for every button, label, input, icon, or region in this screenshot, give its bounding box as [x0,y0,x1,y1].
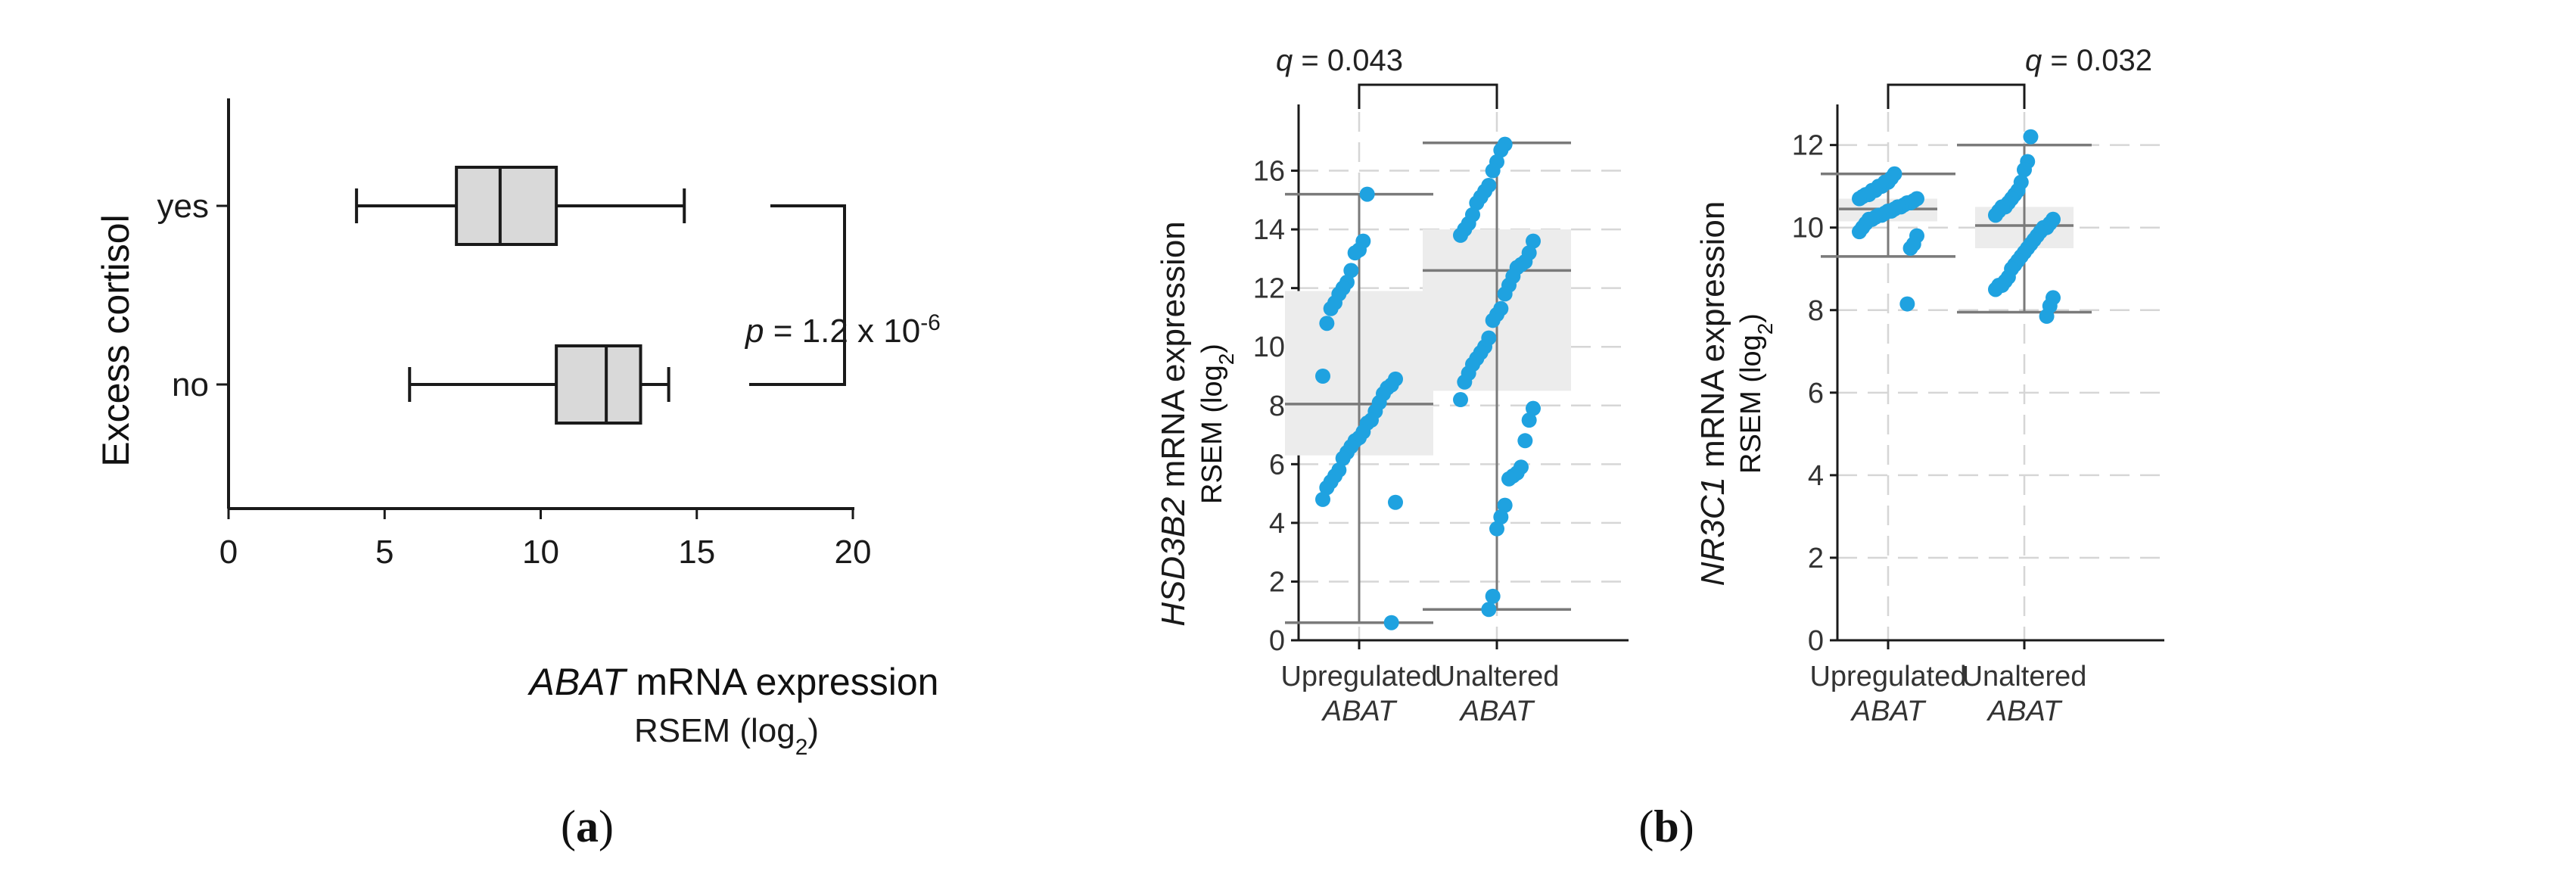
panel-a-x-axis-label: ABAT mRNA expression [527,661,939,703]
data-point [1453,392,1468,408]
panel-b-label: (b) [1638,801,1694,851]
data-point [1526,233,1541,249]
data-point [2023,129,2039,145]
data-point [1453,227,1468,243]
x-tick-label-gene: ABAT [1986,696,2063,727]
panel-b-nr3c1-y-axis-sublabel: RSEM (log2) [1735,313,1777,474]
data-point [1319,316,1335,331]
x-tick-label: Unaltered [1435,661,1560,692]
panel-a-y-axis-label: Excess cortisol [95,214,137,466]
data-point [1501,471,1517,487]
panel-a: 0 5 10 15 20 yes no Excess cortisol ABAT mRNA … [95,98,941,851]
panel-b-nr3c1: 0 2 4 6 8 10 12 Upregulated ABAT Unaltered ABAT NR… [1638,44,2164,851]
y-tick-label: 10 [1253,331,1285,363]
panel-b-nr3c1-y-axis-label: NR3C1 mRNA expression [1694,201,1731,587]
panel-b-hsd3b2: 0 2 4 6 8 10 12 14 16 Upregulated ABAT Unaltered ABA… [1155,44,1629,727]
data-point [1497,497,1513,513]
panel-b-hsd3b2-y-axis-label: HSD3B2 mRNA expression [1155,221,1192,627]
a-box [455,166,558,246]
a-x-tick-label: 0 [219,534,238,571]
a-y-tick-label: no [172,366,209,403]
y-tick-label: 2 [1808,543,1824,574]
panel-a-plot: 0 5 10 15 20 yes no [157,98,872,571]
y-tick-label: 12 [1253,273,1285,305]
a-x-tick-label: 10 [522,534,559,571]
panel-a-label: (a) [561,801,614,851]
x-tick-label-gene: ABAT [1321,696,1398,727]
x-tick-label: Upregulated [1280,661,1437,692]
panel-b-nr3c1-q-value: q = 0.032 [2025,44,2152,77]
y-tick-label: 4 [1269,508,1285,540]
y-tick-label: 4 [1808,460,1824,492]
panel-a-x-axis-gene: ABAT [527,661,628,703]
a-box [555,344,642,425]
y-tick-label: 16 [1253,156,1285,188]
panel-b-nr3c1-plot: 0 2 4 6 8 10 12 Upregulated ABAT Unaltered ABAT [1792,83,2164,727]
data-point [1315,491,1330,507]
data-point [1383,615,1399,630]
y-tick-label: 0 [1808,625,1824,657]
data-point [1457,374,1473,390]
x-tick-label-gene: ABAT [1459,696,1535,727]
data-point [1521,412,1537,428]
data-point [1335,450,1351,466]
data-point [1852,224,1867,240]
data-point [1485,313,1501,328]
significance-bracket [1358,83,1498,109]
a-significance-bracket [749,204,846,386]
y-tick-label: 6 [1808,378,1824,409]
data-point [1315,369,1330,384]
y-tick-label: 2 [1269,566,1285,598]
y-tick-label: 14 [1253,214,1285,246]
y-tick-label: 10 [1792,213,1824,244]
x-tick-label: Upregulated [1809,661,1966,692]
data-point [1493,509,1509,525]
data-point [1485,588,1501,604]
y-tick-label: 0 [1269,625,1285,657]
data-point [1347,245,1363,261]
a-x-tick-label: 20 [835,534,872,571]
data-point [1481,602,1497,618]
data-point [1526,400,1541,416]
y-tick-label: 8 [1269,391,1285,422]
y-tick-label: 8 [1808,295,1824,327]
data-point [1899,296,1915,312]
panel-b-hsd3b2-q-value: q = 0.043 [1276,44,1403,77]
significance-bracket [1887,83,2026,109]
data-point [2039,308,2055,324]
data-point [1359,186,1375,202]
panel-a-p-value: p = 1.2 x 10-6 [744,310,941,350]
x-tick-label: Unaltered [1962,661,2087,692]
y-tick-label: 12 [1792,130,1824,162]
data-point [1988,207,2003,223]
data-point [1485,163,1501,179]
data-point [1497,286,1513,302]
data-point [1852,191,1867,207]
data-point [1493,142,1509,158]
y-tick-label: 6 [1269,449,1285,481]
a-x-tick-label: 5 [375,534,394,571]
data-point [1489,521,1504,537]
panel-a-x-axis-label-rest: mRNA expression [625,661,938,703]
data-point [1343,263,1359,279]
data-point [2017,162,2032,178]
panel-b-hsd3b2-plot: 0 2 4 6 8 10 12 14 16 Upregulated ABAT Unaltered ABA… [1253,83,1629,727]
panel-a-x-axis-sublabel: RSEM (log2) [634,712,819,760]
data-point [1388,494,1403,510]
data-point [1469,195,1485,211]
a-y-tick-label: yes [157,188,209,225]
data-point [1323,300,1339,316]
data-point [1517,433,1533,449]
data-point [1319,480,1335,496]
a-x-tick-label: 15 [678,534,715,571]
data-point [1902,240,1918,256]
data-point [1988,282,2003,297]
panel-b-hsd3b2-y-axis-sublabel: RSEM (log2) [1196,344,1238,504]
x-tick-label-gene: ABAT [1850,696,1927,727]
